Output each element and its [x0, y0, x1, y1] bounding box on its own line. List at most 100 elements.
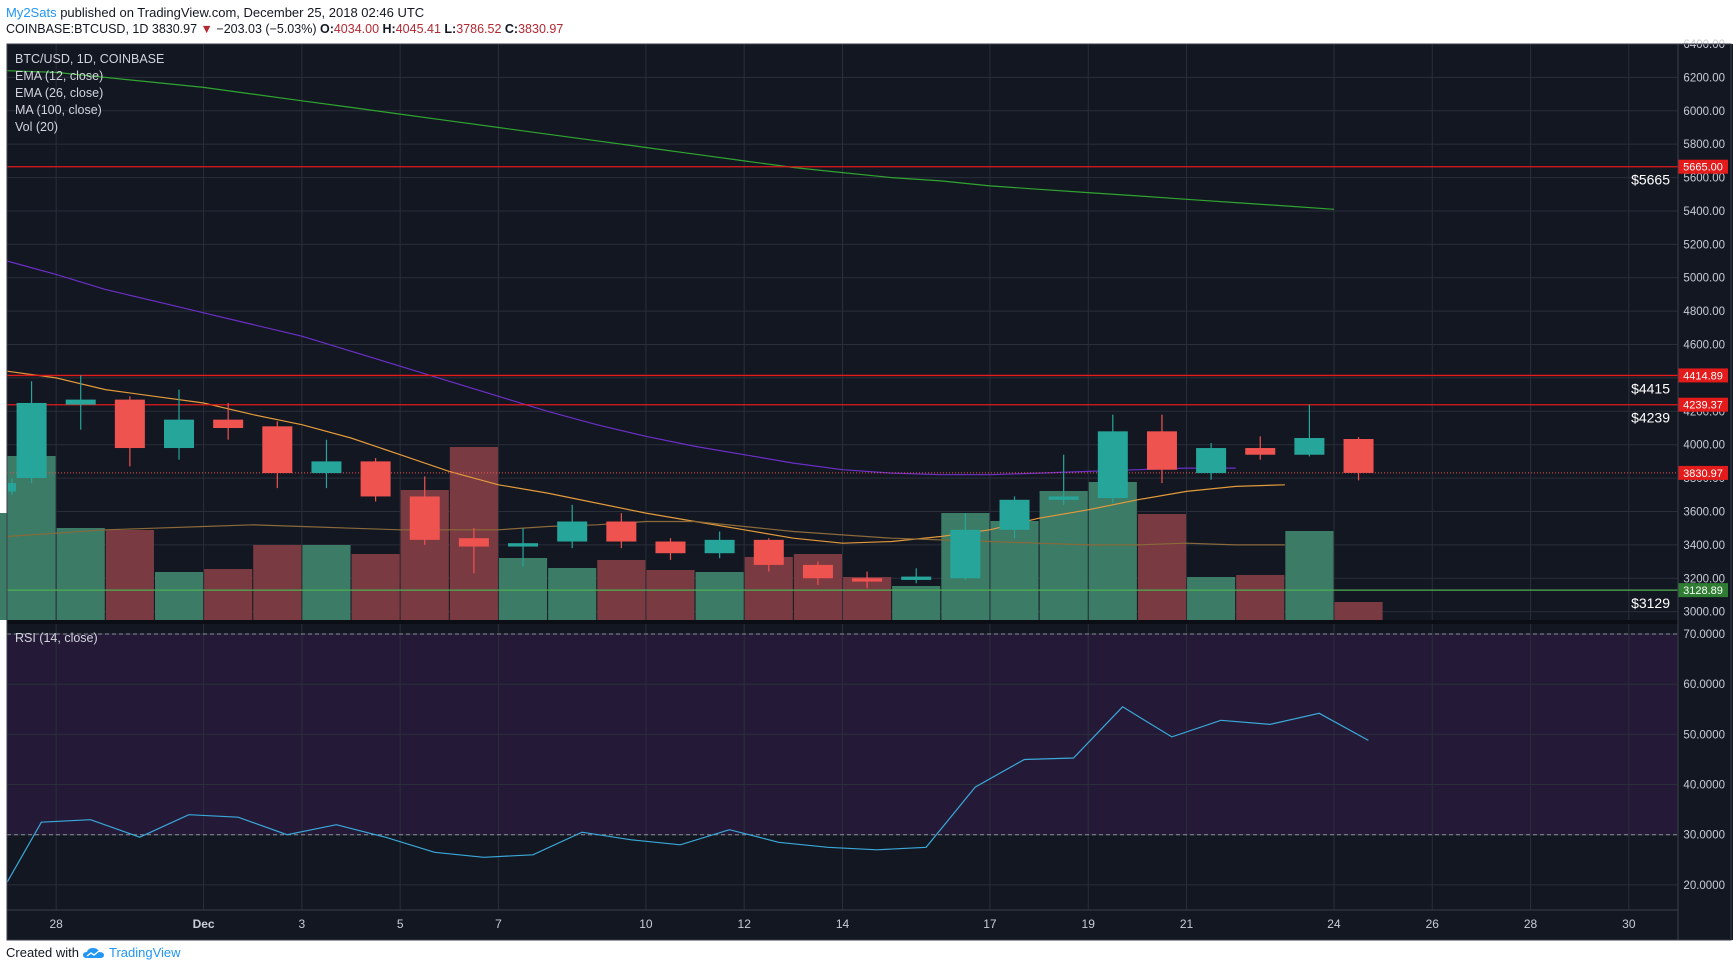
high-value: 4045.41 [395, 22, 441, 36]
price-tag-text: 5665.00 [1683, 162, 1723, 174]
candle-body [655, 541, 686, 554]
time-tick-label: 28 [1524, 917, 1538, 931]
publisher-link[interactable]: My2Sats [6, 5, 57, 20]
candle-body [950, 529, 981, 579]
volume-bar [154, 572, 204, 620]
candle-body [802, 564, 833, 579]
time-tick-label: 17 [983, 917, 997, 931]
volume-bar [1334, 602, 1383, 620]
candles [7, 375, 1374, 589]
candle-body [65, 399, 96, 405]
rsi-legend: RSI (14, close) [15, 631, 98, 645]
last-price: 3830.97 [151, 22, 198, 36]
volume-bar [646, 570, 695, 620]
price-tick-label: 3000.00 [1683, 607, 1725, 619]
rsi-tick-label: 30.0000 [1683, 830, 1725, 842]
candle-body [360, 461, 391, 497]
volume-bar [302, 545, 351, 620]
rsi-line [6, 706, 1369, 883]
candle-body [999, 499, 1030, 530]
ema12-line [6, 370, 1285, 544]
volume-bar [204, 569, 253, 620]
price-tick-label: 3600.00 [1683, 506, 1725, 518]
price-tick-label: 6000.00 [1683, 106, 1725, 118]
high-label: H: [382, 22, 396, 36]
time-tick-label: 7 [495, 917, 502, 931]
candle-body [901, 576, 932, 580]
volume-bar [351, 554, 400, 620]
candle-body [409, 496, 440, 540]
candle-body [852, 578, 883, 582]
volume-bar [892, 586, 941, 620]
candle-body [1196, 448, 1227, 474]
down-arrow-icon: ▼ [200, 22, 213, 36]
volume-bar [695, 572, 744, 620]
legend-item: Vol (20) [15, 120, 58, 134]
price-tick-label: 5000.00 [1683, 273, 1725, 285]
time-tick-label: 3 [299, 917, 306, 931]
candle-body [1245, 448, 1276, 455]
candle-body [16, 402, 47, 479]
candle-body [7, 483, 16, 492]
legend-item: EMA (12, close) [15, 69, 103, 83]
time-tick-label: 12 [738, 917, 752, 931]
volume-bar [548, 568, 597, 620]
price-tag-text: 4414.89 [1683, 370, 1723, 382]
candle-body [213, 419, 244, 428]
level-label: $4239 [1631, 410, 1670, 426]
open-label: O: [319, 22, 334, 36]
price-tag [1678, 159, 1728, 174]
price-tick-label: 3200.00 [1683, 573, 1725, 585]
time-tick-label: 28 [49, 917, 63, 931]
time-tick-label: 30 [1622, 917, 1636, 931]
candle-body [1146, 431, 1177, 470]
time-tick-label: 10 [639, 917, 653, 931]
candle-body [1343, 439, 1374, 473]
level-label: $3129 [1631, 595, 1670, 611]
price-tick-label: 5200.00 [1683, 239, 1725, 251]
low-value: 3786.52 [456, 22, 502, 36]
candle-body [557, 521, 588, 542]
rsi-tick-label: 40.0000 [1683, 780, 1725, 792]
price-tick-label: 4800.00 [1683, 306, 1725, 318]
tradingview-link[interactable]: TradingView [108, 945, 181, 960]
volume-bar [1236, 575, 1285, 620]
volume-bar [253, 545, 302, 620]
green_ma-line [6, 70, 1335, 210]
price-tick-label: 5600.00 [1683, 173, 1725, 185]
price-tick-label: 5400.00 [1683, 206, 1725, 218]
close-value: 3830.97 [518, 22, 564, 36]
ema26-line [6, 520, 1285, 546]
volume-bar [56, 528, 105, 620]
price-tick-label: 3400.00 [1683, 540, 1725, 552]
price-tick-label: 6200.00 [1683, 72, 1725, 84]
time-tick-label: 26 [1426, 917, 1440, 931]
legend-item: EMA (26, close) [15, 86, 103, 100]
price-tag [1678, 368, 1728, 383]
price-tick-label: 6400.00 [1683, 39, 1725, 51]
candle-body [1048, 496, 1079, 500]
candle-body [704, 539, 735, 554]
open-value: 4034.00 [333, 22, 380, 36]
time-tick-label: 19 [1082, 917, 1096, 931]
price-tag [1678, 397, 1728, 412]
rsi-tick-label: 70.0000 [1683, 629, 1725, 641]
symbol-ohlc: COINBASE:BTCUSD, 1D 3830.97 ▼ −203.03 (−… [6, 22, 563, 36]
time-tick-label: Dec [193, 917, 215, 931]
close-label: C: [504, 22, 519, 36]
footer: Created with TradingView [6, 945, 181, 960]
volume-bar [1285, 531, 1334, 620]
candle-body [1097, 431, 1128, 499]
price-tick-label: 4000.00 [1683, 440, 1725, 452]
candle-body [508, 543, 539, 547]
legend-item: BTC/USD, 1D, COINBASE [15, 52, 164, 66]
candle-body [311, 461, 342, 474]
volume-bar [1187, 577, 1236, 620]
rsi-tick-label: 60.0000 [1683, 679, 1725, 691]
volume-bar [1137, 514, 1187, 620]
last-price-tag-text: 3830.97 [1683, 468, 1723, 480]
level-label: $5665 [1631, 172, 1670, 188]
level-label: $4415 [1631, 380, 1670, 396]
created-with-text: Created with [6, 945, 79, 960]
